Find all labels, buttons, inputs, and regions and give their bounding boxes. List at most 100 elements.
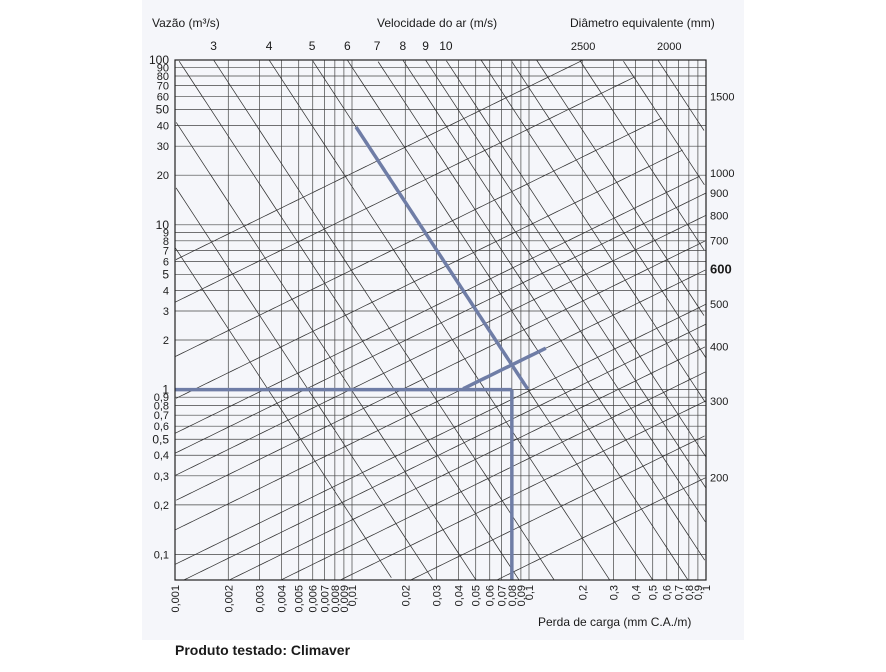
x-tick-label: 1 (701, 585, 713, 591)
velocity-tick-label: 6 (344, 39, 351, 53)
y-tick-label: 0,4 (154, 450, 169, 462)
y-tick-label: 8 (163, 236, 169, 248)
x-tick-label: 0,6 (662, 585, 674, 600)
diameter-line (183, 323, 707, 581)
diameter-tick-label: 2000 (657, 41, 681, 53)
diameter-title: Diâmetro equivalente (mm) (570, 16, 715, 30)
x-tick-label: 0,08 (507, 585, 519, 606)
velocity-tick-label: 7 (374, 39, 381, 53)
y-tick-label: 100 (149, 53, 169, 67)
example-velocity-line (354, 125, 530, 390)
velocity-line (657, 60, 705, 131)
diameter-line (175, 214, 707, 476)
velocity-line (446, 60, 706, 457)
velocity-line (536, 59, 705, 316)
x-tick-label: 0,3 (608, 585, 620, 600)
x-tick-label: 0,07 (497, 585, 509, 606)
y-tick-label: 10 (156, 218, 170, 232)
velocity-line (377, 61, 706, 561)
diameter-line (340, 400, 706, 581)
x-tick-label: 0,7 (674, 585, 686, 600)
diameter-line (175, 149, 683, 399)
grid (174, 59, 707, 580)
velocity-line (480, 59, 706, 403)
diameter-line (176, 240, 706, 501)
plot-frame (174, 59, 707, 581)
y-tick-label: 1 (162, 383, 169, 397)
y-tick-label: 3 (163, 306, 169, 318)
y-tick-label: 7 (163, 245, 169, 257)
diameter-line (174, 192, 706, 454)
diameter-line (409, 435, 705, 581)
y-tick-label: 0,6 (154, 421, 169, 433)
velocity-tick-label: 4 (266, 39, 273, 53)
y-tick-label: 80 (157, 71, 169, 83)
velocity-line (213, 60, 555, 580)
velocity-title: Velocidade do ar (m/s) (377, 16, 497, 30)
diameter-line (174, 175, 700, 434)
example-diameter-line (462, 346, 547, 391)
x-tick-label: 0,002 (223, 585, 235, 613)
x-tick-label: 0,003 (254, 585, 266, 613)
diameter-line (175, 117, 662, 357)
velocity-line (175, 122, 477, 581)
x-tick-label: 0,05 (471, 585, 483, 606)
pressure-loss-title: Perda de carga (mm C.A./m) (538, 615, 691, 629)
diameter-tick-label: 400 (710, 341, 728, 353)
y-tick-label: 70 (157, 81, 169, 93)
y-tick-label: 20 (157, 170, 169, 182)
diameter-line (174, 76, 635, 303)
x-tick-label: 0,04 (454, 585, 466, 606)
diameter-tick-label: 1000 (710, 168, 734, 180)
x-tick-label: 0,007 (320, 585, 332, 613)
x-tick-label: 0,5 (648, 585, 660, 600)
x-tick-label: 0,06 (485, 585, 497, 606)
y-tick-label: 0,2 (154, 500, 169, 512)
diameter-tick-label: 800 (710, 210, 728, 222)
x-tick-label: 0,006 (308, 585, 320, 613)
x-tick-label: 0,4 (631, 585, 643, 600)
y-tick-label: 9 (163, 227, 169, 239)
velocity-tick-label: 8 (399, 39, 406, 53)
y-tick-label: 60 (157, 92, 169, 104)
diameter-tick-label: 2500 (571, 41, 595, 53)
y-tick-label: 6 (163, 256, 169, 268)
diameter-line (497, 477, 706, 580)
x-tick-label: 0,009 (339, 585, 351, 613)
y-tick-label: 0,1 (154, 549, 169, 561)
velocity-line (425, 59, 707, 489)
diameter-line (175, 303, 707, 565)
y-tick-label: 0,7 (154, 410, 169, 422)
y-tick-label: 5 (162, 267, 169, 281)
chart-panel (142, 0, 744, 640)
x-tick-label: 0,03 (431, 585, 443, 606)
diameter-tick-label: 700 (710, 236, 728, 248)
y-tick-label: 30 (157, 141, 169, 153)
product-caption: Produto testado: Climaver (175, 642, 351, 658)
tick-labels: 0,001 0,002 0,003 0,004 0,005 0,006 0,0070,008… (149, 39, 735, 613)
diameter-line (175, 59, 584, 260)
example-path (175, 125, 547, 580)
x-tick-label: 0,001 (170, 585, 182, 613)
y-tick-label: 4 (163, 285, 169, 297)
y-tick-label: 0,3 (154, 471, 169, 483)
velocity-tick-label: 10 (439, 39, 453, 53)
y-tick-label: 0,8 (154, 401, 169, 413)
velocity-line (579, 60, 705, 251)
diameter-line (228, 346, 706, 581)
velocity-tick-label: 5 (309, 39, 316, 53)
y-tick-label: 40 (157, 121, 169, 133)
x-tick-label: 0,005 (294, 585, 306, 613)
x-tick-label: 0,2 (577, 585, 589, 600)
x-tick-label: 0,004 (277, 585, 289, 613)
x-tick-label: 0,02 (400, 585, 412, 606)
velocity-line (178, 60, 520, 581)
flow-title: Vazão (m³/s) (152, 16, 220, 30)
diameter-tick-label: 200 (710, 472, 728, 484)
diameter-tick-label: 300 (710, 396, 728, 408)
velocity-line (175, 187, 433, 580)
velocity-line (175, 247, 392, 578)
diagonal-lines (174, 59, 707, 581)
velocity-line (347, 60, 688, 580)
x-tick-label: 0,01 (347, 585, 359, 606)
